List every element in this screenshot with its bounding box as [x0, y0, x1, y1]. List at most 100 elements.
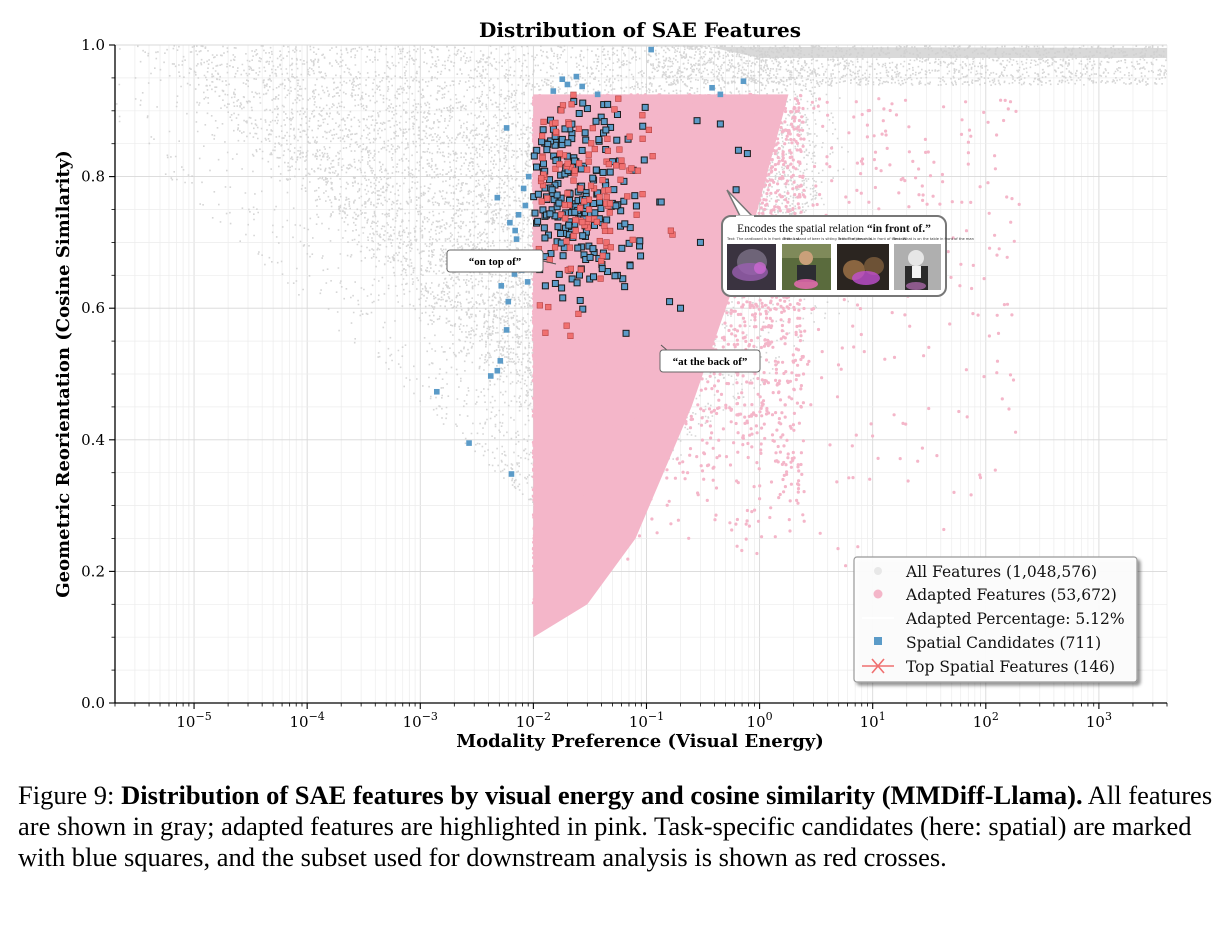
spatial-candidate-point [578, 146, 586, 154]
spatial-candidate-point [639, 122, 647, 130]
top-spatial-feature-point [572, 227, 579, 234]
spatial-candidate-point [522, 202, 529, 209]
top-spatial-feature-point [561, 202, 569, 209]
top-spatial-features-points [535, 91, 676, 339]
top-spatial-feature-point [585, 215, 592, 222]
svg-text:Text: The person is in front o: Text: The person is in front of the cats… [837, 237, 907, 241]
top-spatial-feature-point [588, 140, 595, 147]
annotation-on-top-of: “on top of” [446, 249, 557, 273]
spatial-candidate-point [573, 279, 581, 287]
spatial-candidate-point [553, 191, 561, 199]
top-spatial-feature-point [538, 175, 545, 182]
legend-item-all-features: All Features (1,048,576) [874, 563, 1097, 581]
top-spatial-feature-point [551, 244, 559, 251]
spatial-candidate-point [550, 88, 557, 94]
spatial-candidate-point [564, 81, 571, 88]
spatial-candidate-point [716, 120, 724, 128]
spatial-candidate-point [507, 219, 513, 226]
spatial-candidate-point [494, 367, 501, 374]
top-spatial-feature-point [634, 167, 642, 174]
callout-title: Encodes the spatial relation “in front o… [737, 223, 931, 235]
legend: All Features (1,048,576) Adapted Feature… [853, 556, 1138, 683]
spatial-candidate-point [555, 199, 563, 207]
spatial-candidate-point [743, 150, 751, 158]
top-spatial-feature-point [639, 191, 646, 198]
spatial-candidate-point [574, 244, 582, 252]
annotation-text: “at the back of” [673, 356, 748, 368]
spatial-candidate-point [576, 296, 584, 304]
spatial-candidate-point [610, 186, 618, 194]
top-spatial-feature-point [639, 135, 646, 142]
svg-text:Text: A stand of beer is sitti: Text: A stand of beer is sitting in fron… [782, 237, 873, 241]
spatial-candidate-point [555, 270, 563, 278]
spatial-candidate-point [558, 284, 566, 292]
top-spatial-feature-point [589, 125, 596, 132]
top-spatial-feature-point [601, 222, 608, 229]
all-features-points [115, 45, 1167, 508]
spatial-candidate-point [564, 139, 572, 147]
top-spatial-feature-point [575, 310, 582, 317]
top-spatial-feature-point [536, 302, 543, 309]
top-spatial-feature-point [629, 236, 636, 243]
annotation-at-the-back-of: “at the back of” [659, 344, 761, 373]
top-spatial-feature-point [567, 265, 574, 272]
callout-image-3 [837, 244, 889, 290]
spatial-candidate-point [579, 83, 585, 90]
top-spatial-feature-point [544, 195, 551, 202]
top-spatial-feature-point [552, 128, 560, 135]
top-spatial-feature-point [584, 166, 591, 173]
spatial-candidate-point [666, 298, 674, 306]
spatial-candidate-point [508, 471, 515, 477]
top-spatial-feature-point [577, 185, 584, 192]
spatial-candidate-point [524, 279, 531, 285]
top-spatial-feature-point [628, 165, 635, 172]
svg-text:Top Spatial Features (146): Top Spatial Features (146) [906, 658, 1115, 676]
spatial-candidate-point [586, 253, 594, 261]
caption-text: All features are shown in gray; adapted … [18, 780, 1213, 872]
top-spatial-feature-point [604, 147, 611, 154]
svg-text:Text: The cardboard is in fron: Text: The cardboard is in front of the c… [726, 237, 800, 241]
spatial-candidate-point [621, 220, 629, 228]
callout-image-strip: Text: The cardboard is in front of the c… [726, 237, 974, 290]
spatial-candidate-point [621, 283, 629, 291]
callout-image-4 [894, 244, 941, 290]
spatial-candidate-point [626, 262, 634, 270]
top-spatial-feature-point [616, 146, 623, 153]
spatial-candidate-point [613, 136, 621, 144]
spatial-candidate-point [554, 223, 562, 231]
spatial-candidate-point [561, 125, 569, 133]
svg-text:Text: What is on the table in: Text: What is on the table in front of t… [892, 237, 974, 241]
spatial-candidate-point [640, 156, 648, 164]
spatial-candidate-point [541, 282, 549, 290]
legend-item-spatial-candidates: Spatial Candidates (711) [874, 634, 1101, 652]
spatial-candidate-point [487, 373, 494, 379]
top-spatial-feature-point [585, 151, 592, 158]
spatial-candidate-point [740, 78, 747, 84]
grid-lines [114, 44, 1168, 704]
spatial-candidate-point [579, 232, 587, 240]
top-spatial-feature-point [576, 160, 583, 167]
x-axis-label: Modality Preference (Visual Energy) [456, 731, 824, 752]
top-spatial-feature-point [570, 177, 577, 184]
top-spatial-feature-point [591, 145, 598, 153]
top-spatial-feature-point [605, 187, 612, 194]
spatial-candidate-point [577, 165, 585, 173]
spatial-candidate-point [539, 206, 547, 214]
spatial-candidate-point [533, 146, 541, 154]
y-tick-label: 0.8 [81, 168, 105, 186]
top-spatial-feature-point [568, 101, 575, 108]
top-spatial-feature-point [599, 176, 606, 184]
y-axis-ticks: 0.0 0.2 0.4 0.6 0.8 1.0 [81, 36, 115, 712]
top-spatial-feature-point [572, 216, 579, 224]
spatial-candidate-point [559, 294, 567, 302]
top-spatial-feature-point [617, 176, 624, 183]
spatial-candidate-point [632, 202, 640, 210]
spatial-candidate-point [595, 136, 603, 144]
spatial-candidate-point [594, 91, 601, 98]
callout-in-front-of: Encodes the spatial relation “in front o… [721, 189, 974, 297]
top-spatial-feature-point [562, 215, 569, 222]
top-spatial-feature-point [538, 198, 545, 205]
figure-caption: Figure 9: Distribution of SAE features b… [18, 780, 1213, 873]
top-spatial-feature-point [571, 167, 578, 174]
scatter-chart: Distribution of SAE Features 10−5 10−4 10−… [53, 18, 1168, 752]
